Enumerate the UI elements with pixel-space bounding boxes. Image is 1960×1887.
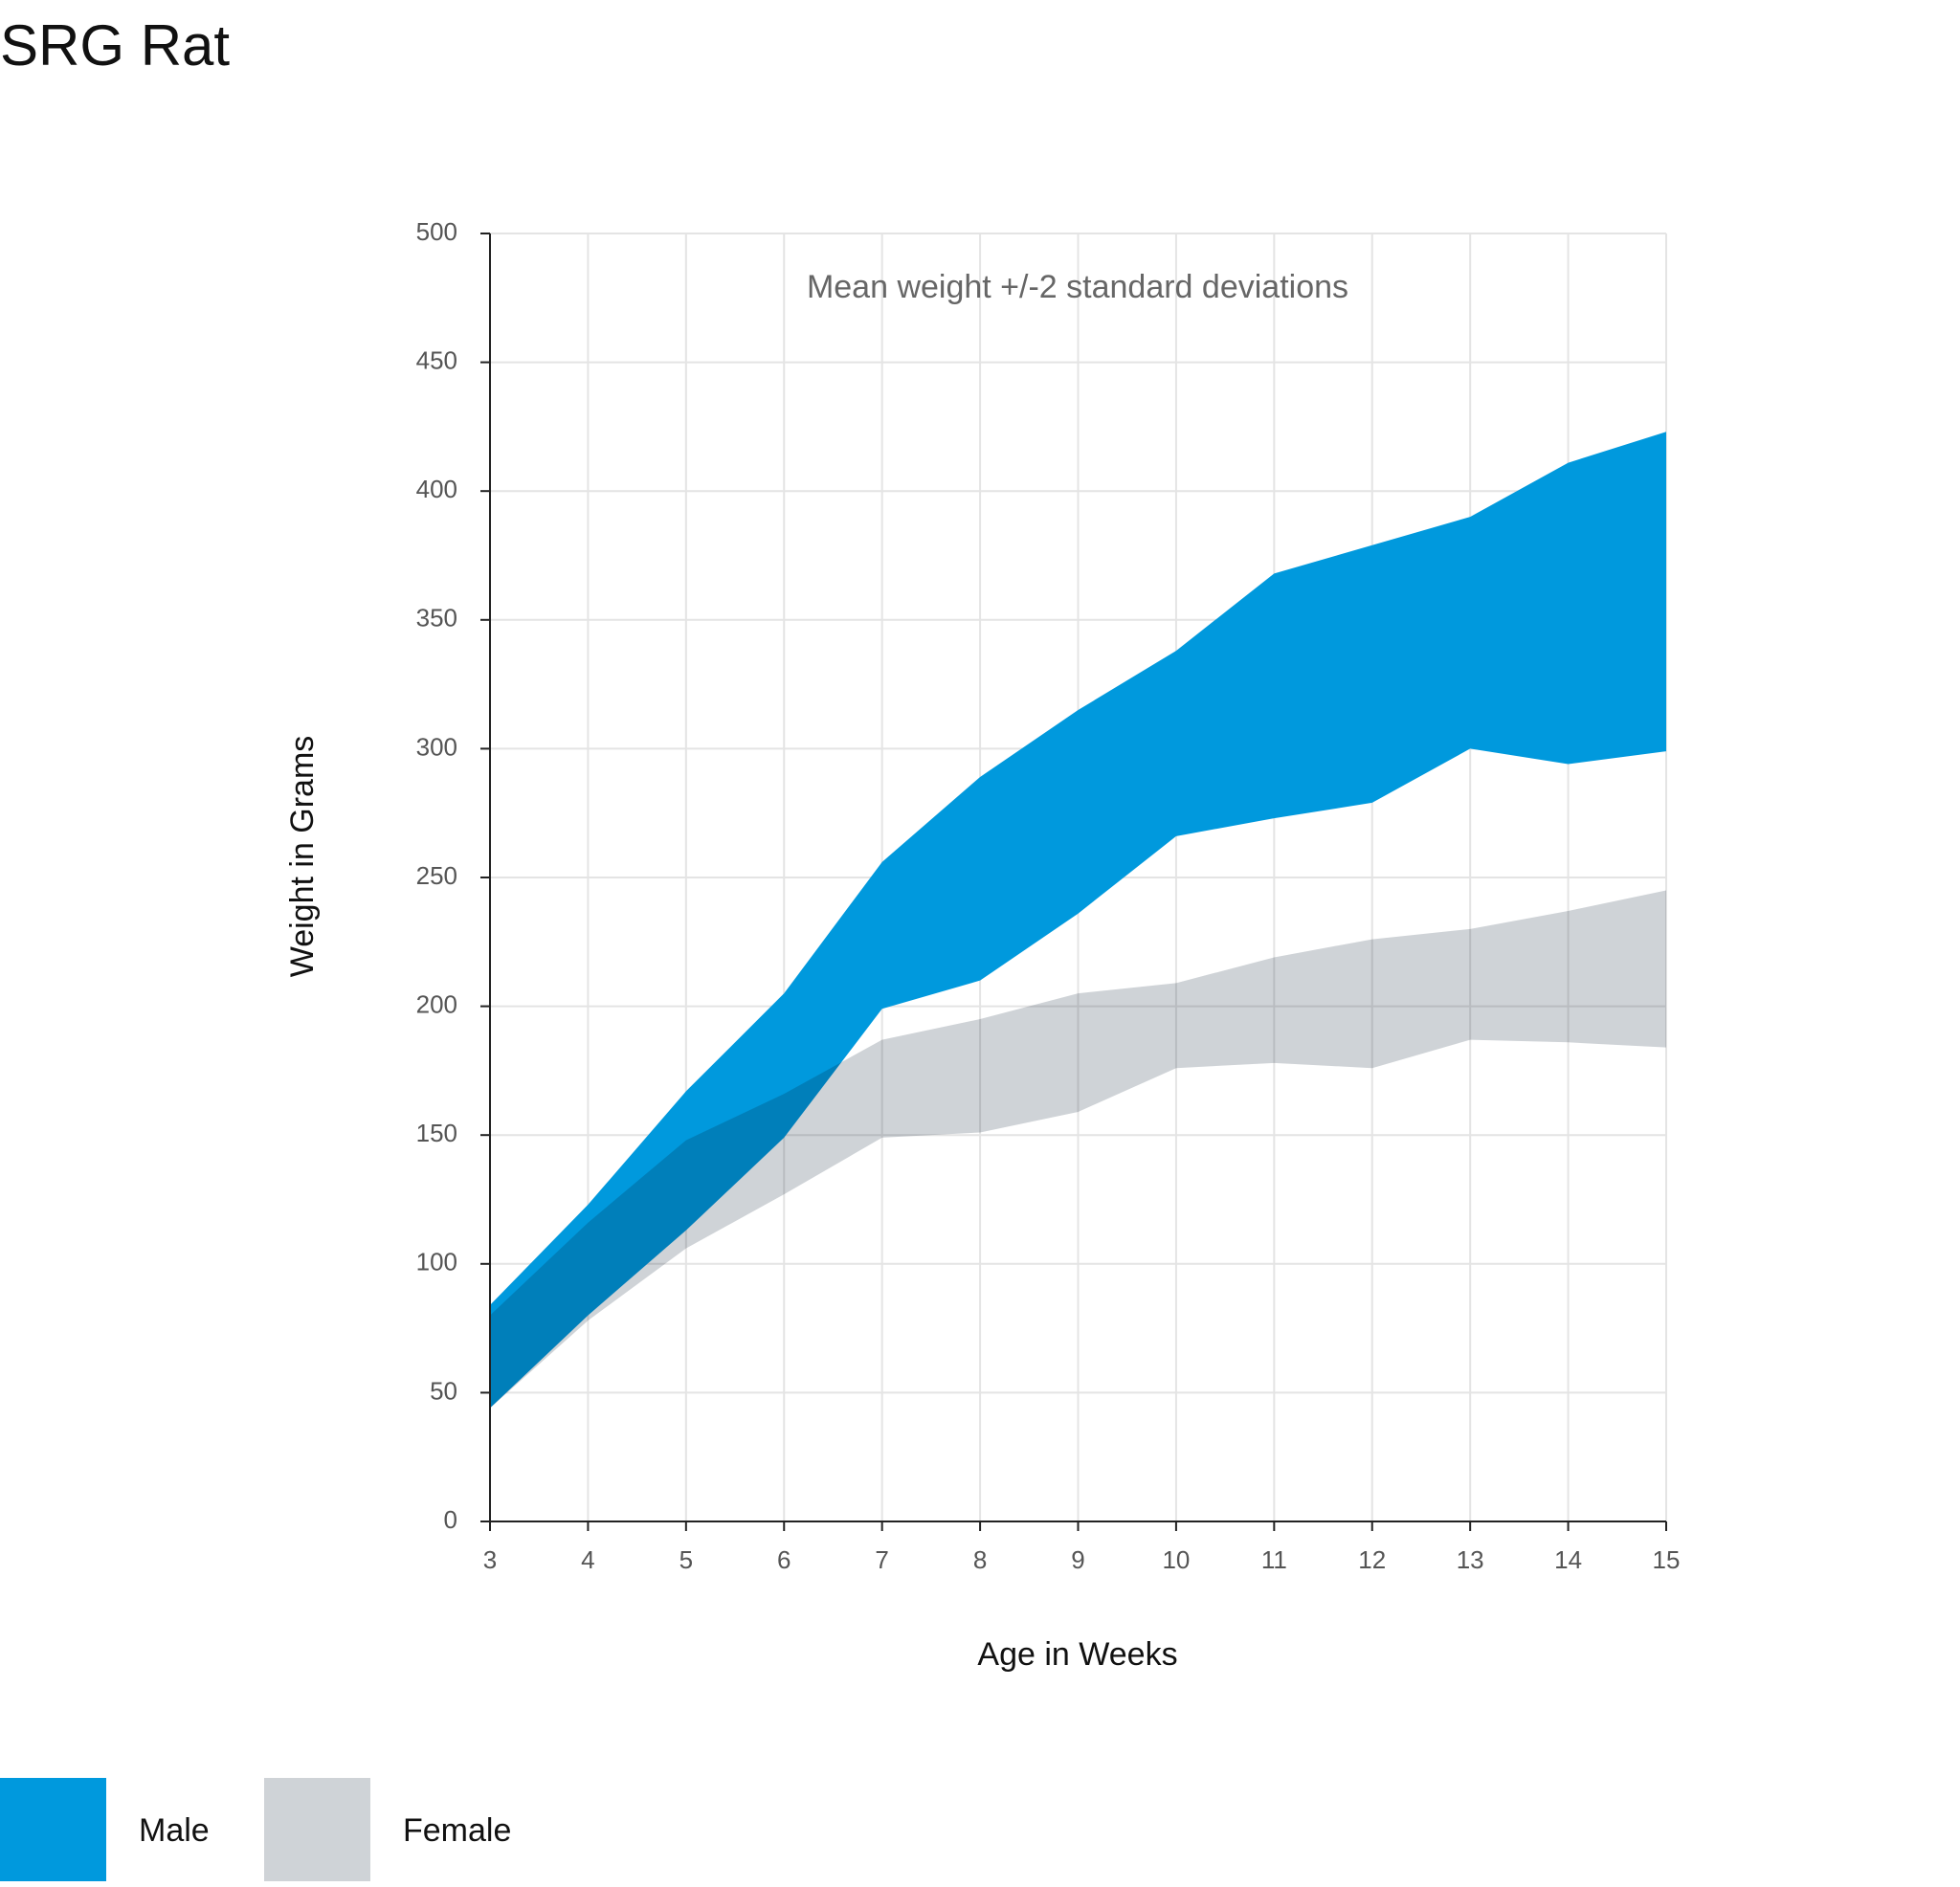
band (490, 432, 1666, 1409)
x-axis-label: Age in Weeks (977, 1636, 1177, 1673)
y-axis-label: Weight in Grams (284, 736, 321, 978)
x-tick-label: 8 (973, 1545, 987, 1574)
y-tick-label: 300 (416, 732, 457, 761)
x-tick-label: 14 (1554, 1545, 1582, 1574)
bands (490, 432, 1666, 1409)
x-tick-label: 7 (875, 1545, 888, 1574)
y-tick-label: 500 (416, 217, 457, 246)
y-tick-label: 50 (430, 1376, 457, 1405)
x-tick-label: 15 (1653, 1545, 1681, 1574)
y-tick-label: 250 (416, 861, 457, 890)
y-tick-label: 100 (416, 1248, 457, 1276)
x-tick-label: 5 (679, 1545, 693, 1574)
y-tick-label: 150 (416, 1119, 457, 1147)
legend-swatch (264, 1778, 370, 1881)
legend-label: Female (403, 1812, 511, 1849)
x-tick-label: 9 (1071, 1545, 1084, 1574)
y-tick-label: 350 (416, 604, 457, 633)
legend-swatch (0, 1778, 106, 1881)
axes: 0 50 100 150 200 250 300 350 400 450 500 3 4 5 6 7 8 9 10 1… (416, 217, 1681, 1574)
x-tick-label: 6 (777, 1545, 791, 1574)
x-tick-label: 11 (1261, 1545, 1287, 1574)
legend-label: Male (139, 1812, 210, 1849)
x-tick-label: 3 (483, 1545, 497, 1574)
chart-title: SRG Rat (0, 13, 230, 78)
x-tick-label: 12 (1358, 1545, 1386, 1574)
y-tick-label: 200 (416, 989, 457, 1018)
annotation: Mean weight +/-2 standard deviations (807, 269, 1348, 305)
legend: Male Female (0, 1778, 511, 1881)
x-tick-label: 13 (1457, 1545, 1484, 1574)
x-tick-label: 10 (1162, 1545, 1190, 1574)
y-tick-label: 0 (444, 1505, 457, 1534)
x-tick-label: 4 (581, 1545, 594, 1574)
band (490, 890, 1666, 1409)
y-tick-label: 450 (416, 345, 457, 374)
y-tick-label: 400 (416, 475, 457, 503)
